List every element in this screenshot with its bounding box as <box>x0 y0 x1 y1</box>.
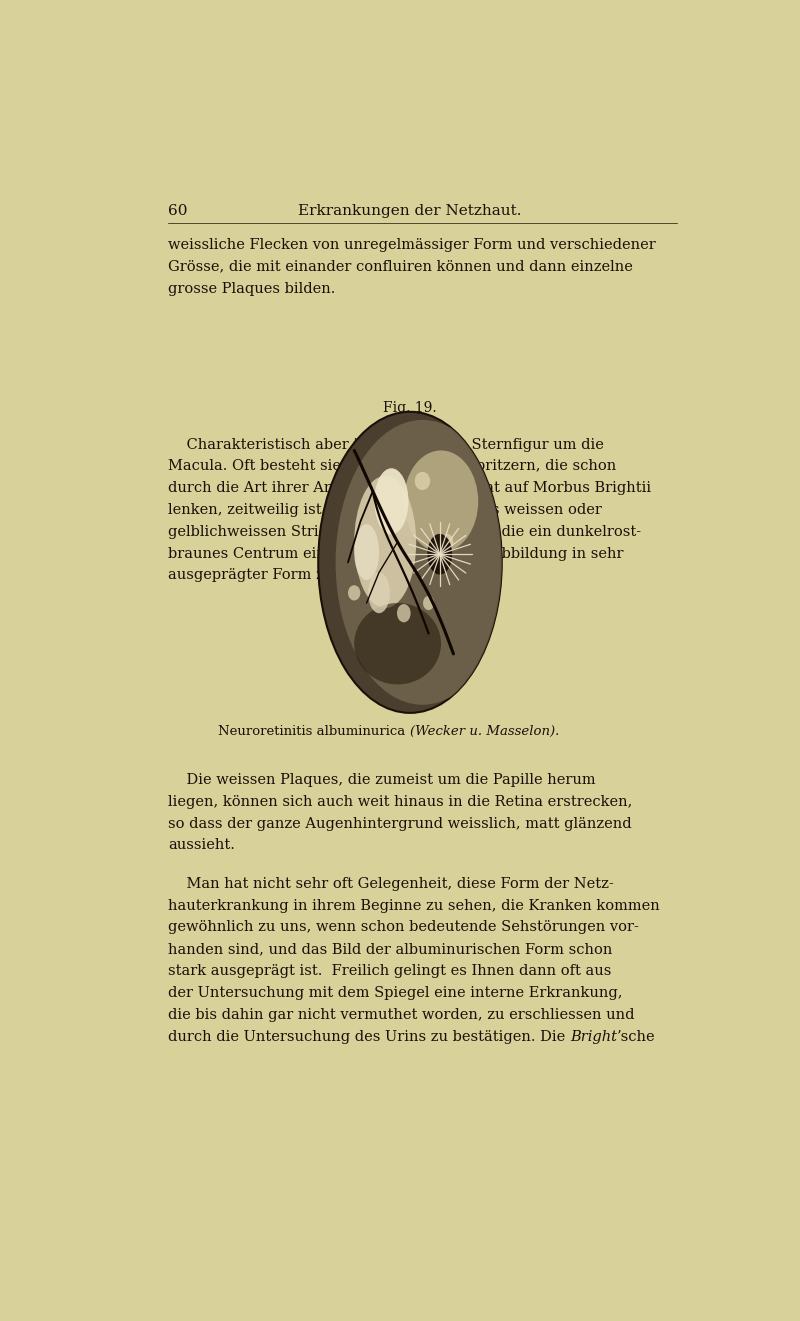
Text: stark ausgeprägt ist.  Freilich gelingt es Ihnen dann oft aus: stark ausgeprägt ist. Freilich gelingt e… <box>168 964 611 978</box>
Text: handen sind, und das Bild der albuminurischen Form schon: handen sind, und das Bild der albuminuri… <box>168 942 613 956</box>
Text: Grösse, die mit einander confluiren können und dann einzelne: Grösse, die mit einander confluiren könn… <box>168 260 633 273</box>
Text: Macula. Oft besteht sie nur aus kleinen Spritzern, die schon: Macula. Oft besteht sie nur aus kleinen … <box>168 460 617 473</box>
Text: 60: 60 <box>168 205 188 218</box>
Text: liegen, können sich auch weit hinaus in die Retina erstrecken,: liegen, können sich auch weit hinaus in … <box>168 795 633 808</box>
Ellipse shape <box>423 596 434 610</box>
Text: hauterkrankung in ihrem Beginne zu sehen, die Kranken kommen: hauterkrankung in ihrem Beginne zu sehen… <box>168 898 660 913</box>
Ellipse shape <box>404 450 478 552</box>
Text: Fig. 19.: Fig. 19. <box>383 400 437 415</box>
Text: Charakteristisch aber ist (Fig. 19) die Sternfigur um die: Charakteristisch aber ist (Fig. 19) die … <box>168 437 604 452</box>
Text: Neuroretinitis albuminurica: Neuroretinitis albuminurica <box>218 725 410 738</box>
Ellipse shape <box>336 420 510 704</box>
Text: die bis dahin gar nicht vermuthet worden, zu erschliessen und: die bis dahin gar nicht vermuthet worden… <box>168 1008 634 1022</box>
Text: ausgeprägter Form zu sehen.: ausgeprägter Form zu sehen. <box>168 568 386 583</box>
Text: durch die Art ihrer Anordnung den Verdacht auf Morbus Brightii: durch die Art ihrer Anordnung den Verdac… <box>168 481 651 495</box>
Text: ’sche: ’sche <box>617 1030 656 1044</box>
Text: aussieht.: aussieht. <box>168 839 235 852</box>
Ellipse shape <box>414 472 430 490</box>
Text: braunes Centrum einschliessen, wie in der Abbildung in sehr: braunes Centrum einschliessen, wie in de… <box>168 547 624 560</box>
Text: Bright: Bright <box>570 1030 617 1044</box>
Text: Man hat nicht sehr oft Gelegenheit, diese Form der Netz-: Man hat nicht sehr oft Gelegenheit, dies… <box>168 877 614 890</box>
Ellipse shape <box>374 468 409 535</box>
Ellipse shape <box>368 572 390 613</box>
Text: weissliche Flecken von unregelmässiger Form und verschiedener: weissliche Flecken von unregelmässiger F… <box>168 238 656 252</box>
Text: Die weissen Plaques, die zumeist um die Papille herum: Die weissen Plaques, die zumeist um die … <box>168 773 596 787</box>
Text: gelblichweissen Strichen zusammengesetzt, die ein dunkelrost-: gelblichweissen Strichen zusammengesetzt… <box>168 524 642 539</box>
Text: (Wecker u. Masselon).: (Wecker u. Masselon). <box>410 725 559 738</box>
Ellipse shape <box>354 524 379 580</box>
Ellipse shape <box>441 534 454 550</box>
Text: durch die Untersuchung des Urins zu bestätigen. Die: durch die Untersuchung des Urins zu best… <box>168 1030 570 1044</box>
Text: lenken, zeitweilig ist aber die Sternfigur aus weissen oder: lenken, zeitweilig ist aber die Sternfig… <box>168 503 602 517</box>
Ellipse shape <box>354 602 441 684</box>
Ellipse shape <box>397 604 410 622</box>
Circle shape <box>427 534 452 575</box>
Text: so dass der ganze Augenhintergrund weisslich, matt glänzend: so dass der ganze Augenhintergrund weiss… <box>168 816 632 831</box>
Text: Erkrankungen der Netzhaut.: Erkrankungen der Netzhaut. <box>298 205 522 218</box>
Text: der Untersuchung mit dem Spiegel eine interne Erkrankung,: der Untersuchung mit dem Spiegel eine in… <box>168 985 622 1000</box>
Ellipse shape <box>348 585 361 601</box>
Text: grosse Plaques bilden.: grosse Plaques bilden. <box>168 281 335 296</box>
Text: gewöhnlich zu uns, wenn schon bedeutende Sehstörungen vor-: gewöhnlich zu uns, wenn schon bedeutende… <box>168 921 639 934</box>
Circle shape <box>318 412 502 713</box>
Ellipse shape <box>354 476 416 608</box>
